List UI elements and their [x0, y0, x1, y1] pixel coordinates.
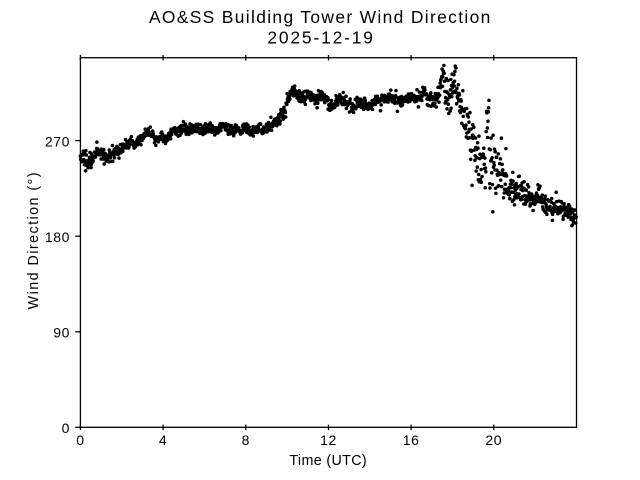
svg-text:Time (UTC): Time (UTC)	[289, 453, 367, 469]
svg-text:0: 0	[62, 420, 70, 436]
svg-text:8: 8	[242, 432, 250, 448]
svg-text:Wind Direction (°): Wind Direction (°)	[26, 171, 42, 309]
svg-text:16: 16	[403, 432, 420, 448]
svg-text:4: 4	[159, 432, 167, 448]
svg-text:AO&SS Building Tower Wind Dire: AO&SS Building Tower Wind Direction	[149, 7, 492, 27]
svg-text:20: 20	[485, 432, 502, 448]
svg-text:12: 12	[320, 432, 337, 448]
svg-text:180: 180	[45, 229, 70, 245]
svg-text:90: 90	[53, 325, 70, 341]
svg-text:270: 270	[45, 133, 70, 149]
svg-text:0: 0	[76, 432, 84, 448]
svg-text:2025-12-19: 2025-12-19	[267, 28, 374, 48]
